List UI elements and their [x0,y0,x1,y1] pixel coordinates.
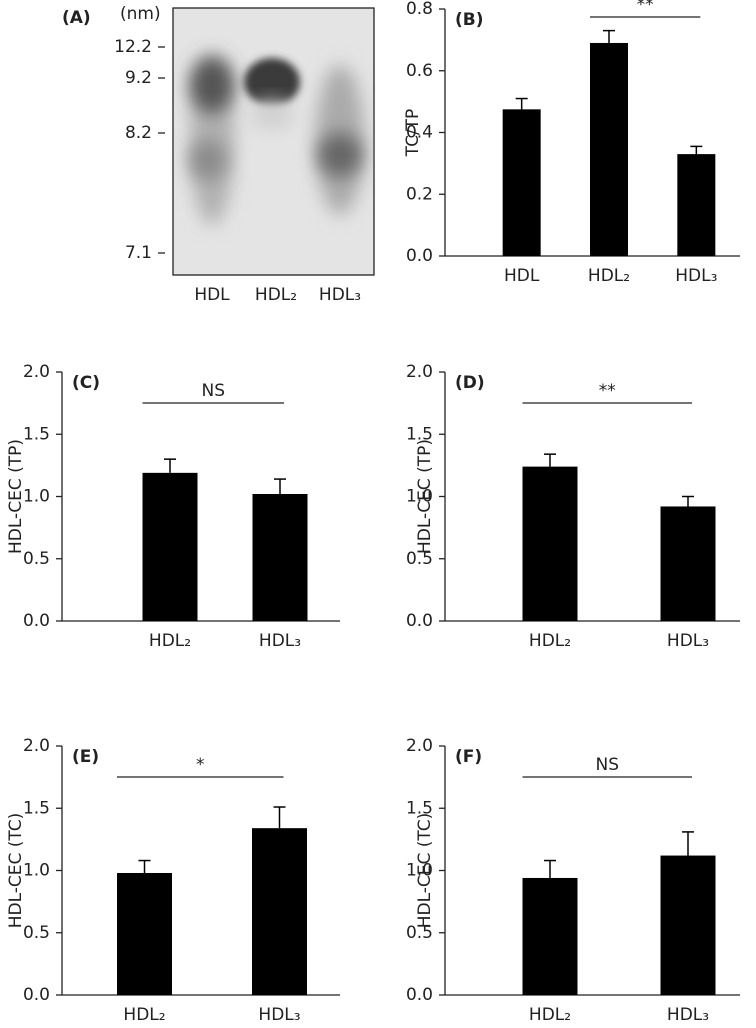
panel-label: (F) [455,747,482,767]
x-tick-label: HDL₃ [675,266,717,286]
marker-label: 7.1 [125,243,152,263]
x-tick-label: HDL₂ [123,1005,165,1025]
bar [252,494,308,621]
bar [252,828,307,995]
bar [522,877,578,995]
y-tick-label: 0.0 [406,246,433,266]
significance-label: ** [637,0,654,15]
bar [142,472,198,621]
significance-label: NS [595,755,619,775]
significance-label: * [196,755,205,775]
bar [590,42,628,257]
gel-band [244,58,300,106]
y-tick-label: 2.0 [406,736,433,756]
x-tick-label: HDL₂ [149,631,191,651]
y-tick-label: 0.0 [406,611,433,631]
significance-label: ** [599,381,616,401]
y-tick-label: 1.5 [406,424,433,444]
gel-band [190,57,234,113]
y-tick-label: 1.5 [406,798,433,818]
significance-label: NS [201,381,225,401]
bar [677,154,716,256]
marker-label: 9.2 [125,68,152,88]
y-axis-label: HDL-CEC (TP) [6,439,26,554]
y-tick-label: 1.0 [23,861,50,881]
panel-label: (D) [455,373,485,393]
panel-label: (B) [455,10,484,30]
y-axis-label: HDL-CEC (TC) [6,813,26,929]
y-tick-label: 2.0 [406,362,433,382]
y-tick-label: 0.5 [406,549,433,569]
x-tick-label: HDL₃ [667,631,709,651]
bar [502,109,541,256]
y-axis-label: HDL-CEC (TC) [415,813,435,929]
y-tick-label: 1.0 [406,487,433,507]
bar [660,855,716,995]
lane-label: HDL₂ [255,285,297,305]
y-tick-label: 2.0 [23,736,50,756]
gel-bands [190,55,364,225]
x-tick-label: HDL₃ [259,631,301,651]
lane-label: HDL [194,285,230,305]
x-tick-label: HDL₂ [588,266,630,286]
y-tick-label: 0.8 [406,0,433,19]
x-tick-label: HDL₂ [529,1005,571,1025]
y-tick-label: 0.2 [406,184,433,204]
y-tick-label: 0.6 [406,61,433,81]
bar [660,506,716,621]
y-tick-label: 1.0 [406,861,433,881]
y-tick-label: 1.0 [23,487,50,507]
x-tick-label: HDL₃ [258,1005,300,1025]
gel-band [190,140,226,180]
panel-label: (A) [62,8,91,28]
panel-label: (E) [72,747,99,767]
y-tick-label: 0.5 [406,923,433,943]
y-tick-label: 0.4 [406,123,433,143]
y-tick-label: 2.0 [23,362,50,382]
panel-label: (C) [72,373,100,393]
y-axis-label: TC/TP [403,109,423,158]
y-axis-label: HDL-CEC (TP) [415,439,435,554]
lane-label: HDL₃ [319,285,361,305]
x-tick-label: HDL₂ [529,631,571,651]
bar [117,872,172,995]
gel-band [250,101,294,129]
y-tick-label: 0.0 [23,985,50,1005]
y-tick-label: 0.5 [23,549,50,569]
y-tick-label: 1.5 [23,424,50,444]
marker-label: 12.2 [114,37,152,57]
unit-label: (nm) [120,4,161,24]
x-tick-label: HDL [504,266,540,286]
y-tick-label: 1.5 [23,798,50,818]
bar [522,466,578,621]
y-tick-label: 0.0 [23,611,50,631]
y-tick-label: 0.0 [406,985,433,1005]
x-tick-label: HDL₃ [667,1005,709,1025]
marker-label: 8.2 [125,123,152,143]
y-tick-label: 0.5 [23,923,50,943]
gel-band [318,133,362,177]
